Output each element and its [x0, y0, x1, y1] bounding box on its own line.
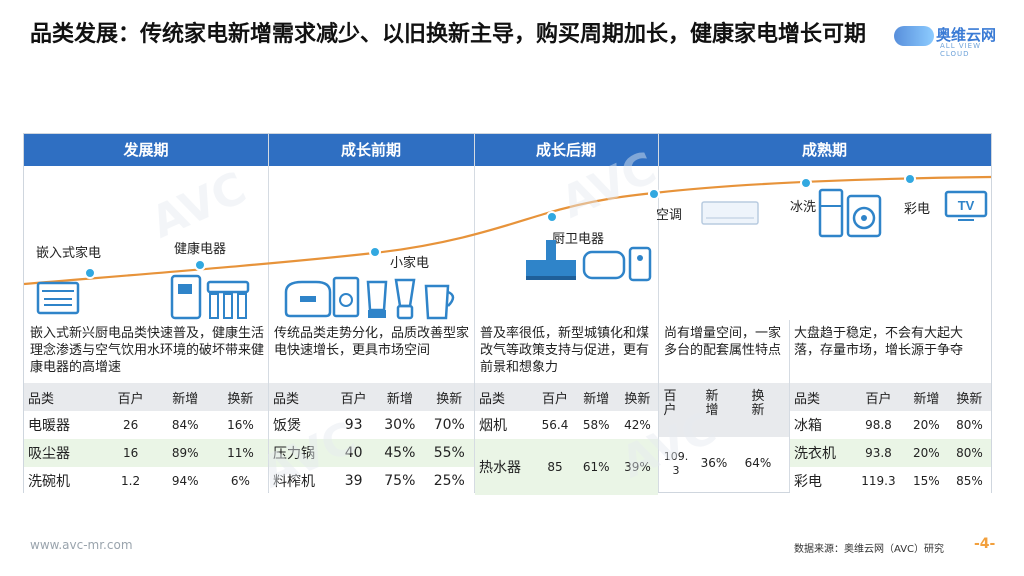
table-row: 吸尘器 16 89% 11%: [24, 439, 268, 467]
col-header: 百户: [103, 383, 158, 411]
phase-late-growth: 成长后期: [535, 141, 596, 159]
col-header: 换新: [424, 383, 474, 411]
tv-icon: TV: [944, 190, 988, 221]
column-divider: [789, 320, 790, 492]
col-header: 新增: [575, 383, 617, 411]
col-header: 百户: [663, 389, 677, 418]
phase-maturity: 成熟期: [801, 141, 847, 159]
phase-divider: [268, 134, 269, 492]
label-builtin: 嵌入式家电: [36, 246, 102, 261]
table-row: 饭煲 93 30% 70%: [269, 411, 474, 439]
label-small-appliance: 小家电: [390, 256, 430, 271]
table-row: 冰箱 98.8 20% 80%: [790, 411, 991, 439]
lifecycle-curve: [24, 175, 991, 286]
phase-early-growth: 成长前期: [340, 141, 401, 159]
table-row: 洗碗机 1.2 94% 6%: [24, 467, 268, 495]
label-kitchen: 厨卫电器: [552, 232, 605, 247]
col-header: 新增: [375, 383, 425, 411]
table-maturity: 品类 百户 新增 换新 冰箱 98.8 20% 80% 洗衣机 93.8 20%…: [790, 383, 991, 495]
table-row: 电暖器 26 84% 16%: [24, 411, 268, 439]
col-header: 百户: [332, 383, 376, 411]
phase-divider: [474, 134, 475, 492]
ac-new: 36%: [700, 456, 728, 470]
data-source: 数据来源：奥维云网（AVC）研究: [794, 544, 945, 555]
label-tv: 彩电: [904, 202, 931, 217]
col-header: 品类: [475, 383, 535, 411]
table-early-growth: 品类 百户 新增 换新 饭煲 93 30% 70% 压力锅 40 45% 55%…: [269, 383, 474, 495]
col-header: 新增: [904, 383, 948, 411]
table-development: 品类 百户 新增 换新 电暖器 26 84% 16% 吸尘器 16 89% 11…: [24, 383, 268, 495]
col-header: 换新: [212, 383, 268, 411]
water-purifier-icon: [170, 274, 250, 320]
ac-replace: 64%: [744, 456, 772, 470]
range-hood-icon: [526, 240, 652, 282]
table-ac-row: [659, 437, 789, 491]
description-early-growth: 传统品类走势分化，品质改善型家电快速增长，更具市场空间: [274, 326, 470, 358]
rice-cooker-icon: [284, 276, 360, 318]
col-header: 换新: [947, 383, 991, 411]
description-maturity-core: 大盘趋于稳定，不会有大起大落，存量市场，增长源于争夺: [794, 326, 964, 358]
col-header: 品类: [24, 383, 104, 411]
curve-point: [194, 259, 206, 271]
logo-subtext: ALL VIEW CLOUD: [940, 42, 982, 58]
col-header: 品类: [269, 383, 333, 411]
logo-text: 奥维云网: [936, 26, 997, 44]
description-development: 嵌入式新兴厨电品类快速普及，健康生活理念渗透与空气饮用水环境的破坏带来健康电器的…: [30, 326, 265, 375]
fridge-icon: [818, 188, 882, 238]
curve-point: [546, 211, 558, 223]
col-header: 百户: [852, 383, 905, 411]
curve-point: [369, 246, 381, 258]
col-header: 百户: [534, 383, 576, 411]
lifecycle-board: 发展期 成长前期 成长后期 成熟期 嵌入式家电 健康电器 小家电 厨卫电器 空调…: [23, 133, 992, 495]
description-maturity-ac: 尚有增量空间，一家多台的配套属性特点: [664, 326, 782, 358]
curve-point: [648, 188, 660, 200]
svg-text:TV: TV: [958, 198, 975, 213]
page-number: -4-: [974, 536, 996, 552]
phase-header-bar: [24, 134, 991, 166]
table-ac-header-bg: [659, 383, 789, 437]
table-row: 烟机 56.4 58% 42%: [475, 411, 658, 439]
col-header: 换新: [751, 389, 765, 418]
air-conditioner-icon: [701, 201, 759, 225]
table-row: 料榨机 39 75% 25%: [269, 467, 474, 495]
label-health: 健康电器: [174, 242, 227, 257]
footer-url: www.avc-mr.com: [30, 538, 133, 552]
curve-point: [800, 177, 812, 189]
col-header: 新增: [705, 389, 719, 418]
phase-divider: [658, 134, 659, 492]
page-title: 品类发展：传统家电新增需求减少、以旧换新主导，购买周期加长，健康家电增长可期: [30, 22, 867, 47]
col-header: 品类: [790, 383, 853, 411]
table-row: 洗衣机 93.8 20% 80%: [790, 439, 991, 467]
table-late-growth: 品类 百户 新增 换新 烟机 56.4 58% 42% 热水器 85 61% 3…: [475, 383, 658, 495]
description-late-growth: 普及率很低，新型城镇化和煤改气等政策支持与促进，更有前景和想象力: [480, 326, 650, 375]
ac-households: 109.3: [663, 450, 689, 477]
col-header: 换新: [616, 383, 658, 411]
oven-icon: [36, 281, 80, 315]
logo-mark-icon: [894, 26, 934, 46]
label-fridge-washer: 冰洗: [790, 200, 817, 215]
label-ac: 空调: [656, 208, 683, 223]
col-header: 新增: [157, 383, 213, 411]
blender-icon: [366, 278, 455, 320]
table-row: 压力锅 40 45% 55%: [269, 439, 474, 467]
table-row: 热水器 85 61% 39%: [475, 439, 658, 495]
curve-point: [904, 173, 916, 185]
table-row: 彩电 119.3 15% 85%: [790, 467, 991, 495]
brand-logo: 奥维云网 ALL VIEW CLOUD: [894, 24, 998, 58]
curve-point: [84, 267, 96, 279]
phase-development: 发展期: [123, 141, 169, 159]
